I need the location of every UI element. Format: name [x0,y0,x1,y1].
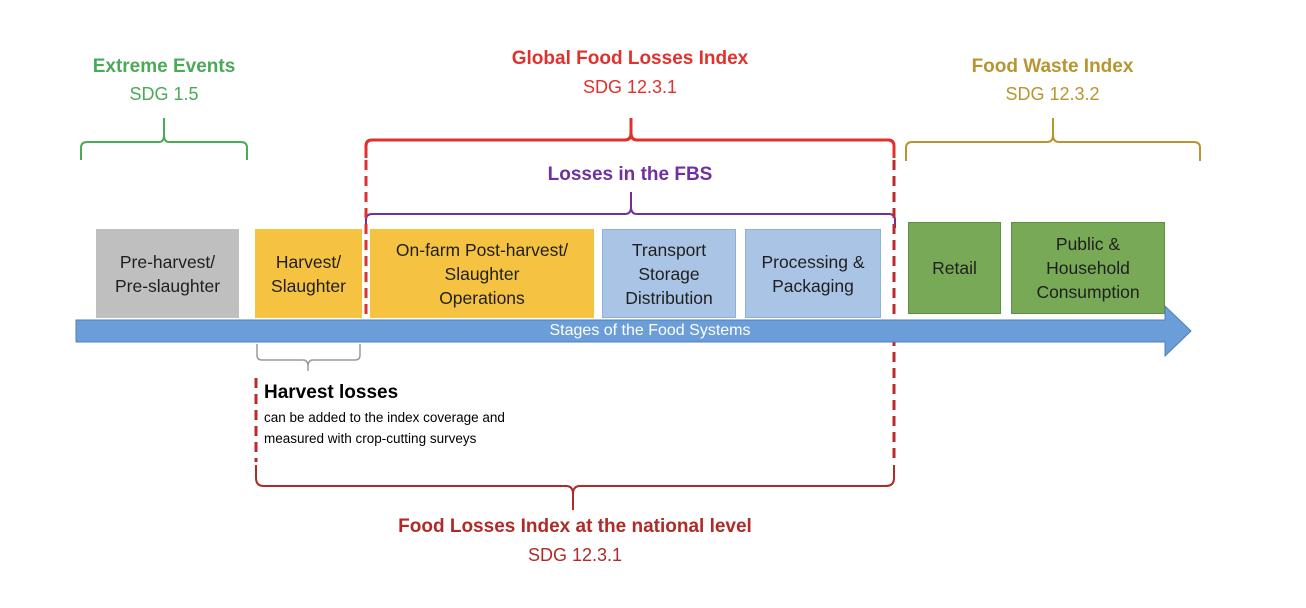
stage-harvest: Harvest/ Slaughter [255,229,362,318]
national-title: Food Losses Index at the national level [398,516,752,537]
stage-processing: Processing & Packaging [745,229,881,318]
stages-arrow [75,304,1192,358]
stage-consumption: Public & Household Consumption [1011,222,1165,314]
stage-retail: Retail [908,222,1001,314]
harvest-losses-brace [256,344,361,371]
fbs-brace [365,192,896,228]
harvest-losses-line1: can be added to the index coverage and [264,410,505,425]
stages-arrow-label: Stages of the Food Systems [549,322,751,339]
global-losses-brace [364,118,896,158]
national-brace [255,465,895,510]
global-losses-sdg: SDG 12.3.1 [582,77,678,97]
extreme-events-sdg: SDG 1.5 [129,84,199,104]
extreme-events-brace [80,118,248,160]
extreme-events-title: Extreme Events [92,56,236,77]
harvest-losses-line2: measured with crop-cutting surveys [264,431,477,446]
national-sdg: SDG 12.3.1 [527,545,623,565]
fbs-title: Losses in the FBS [547,164,713,185]
global-losses-title: Global Food Losses Index [511,48,749,69]
food-waste-brace [905,118,1201,161]
stage-transport: Transport Storage Distribution [602,229,736,318]
food-waste-title: Food Waste Index [971,56,1134,77]
stage-pre-harvest: Pre-harvest/ Pre-slaughter [96,229,239,318]
stage-on-farm: On-farm Post-harvest/ Slaughter Operatio… [370,229,594,318]
food-waste-sdg: SDG 12.3.2 [1005,84,1100,104]
harvest-losses-title: Harvest losses [264,382,399,403]
